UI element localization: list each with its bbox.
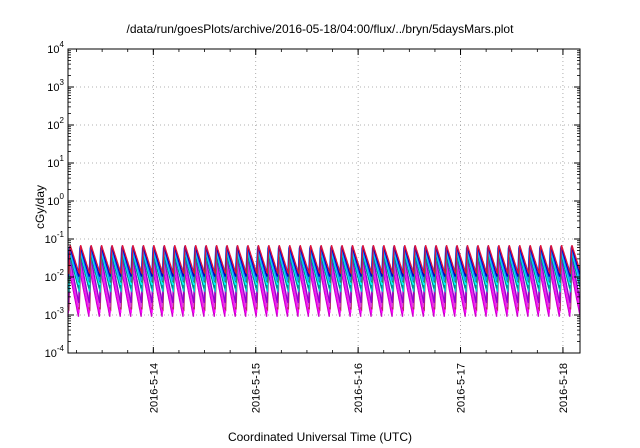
- series-layer: [67, 244, 581, 317]
- series-line: [67, 244, 581, 275]
- y-tick-label: 10-4: [45, 344, 65, 360]
- x-tick-label: 2016-5-14: [148, 363, 160, 413]
- y-tick-label: 10-1: [45, 230, 65, 246]
- x-tick-label: 2016-5-18: [558, 363, 570, 413]
- y-tick-label: 102: [47, 116, 64, 132]
- y-tick-label: 101: [47, 154, 64, 170]
- y-tick-label: 103: [47, 78, 64, 94]
- x-axis-label: Coordinated Universal Time (UTC): [227, 430, 413, 444]
- y-tick-label: 100: [47, 192, 64, 208]
- y-tick-label: 104: [47, 40, 64, 56]
- x-tick-label: 2016-5-17: [456, 363, 468, 413]
- x-tick-label: 2016-5-15: [251, 363, 263, 413]
- y-tick-label: 10-3: [45, 306, 65, 322]
- axis-ticks: 10-4 10-3 10-2 10-1 100 101 102 103 104 2016-5-14…: [45, 40, 580, 413]
- y-tick-label: 10-2: [45, 268, 65, 284]
- x-tick-label: 2016-5-16: [353, 363, 365, 413]
- chart-title: /data/run/goesPlots/archive/2016-05-18/0…: [126, 22, 514, 36]
- grid-lines: [68, 49, 580, 353]
